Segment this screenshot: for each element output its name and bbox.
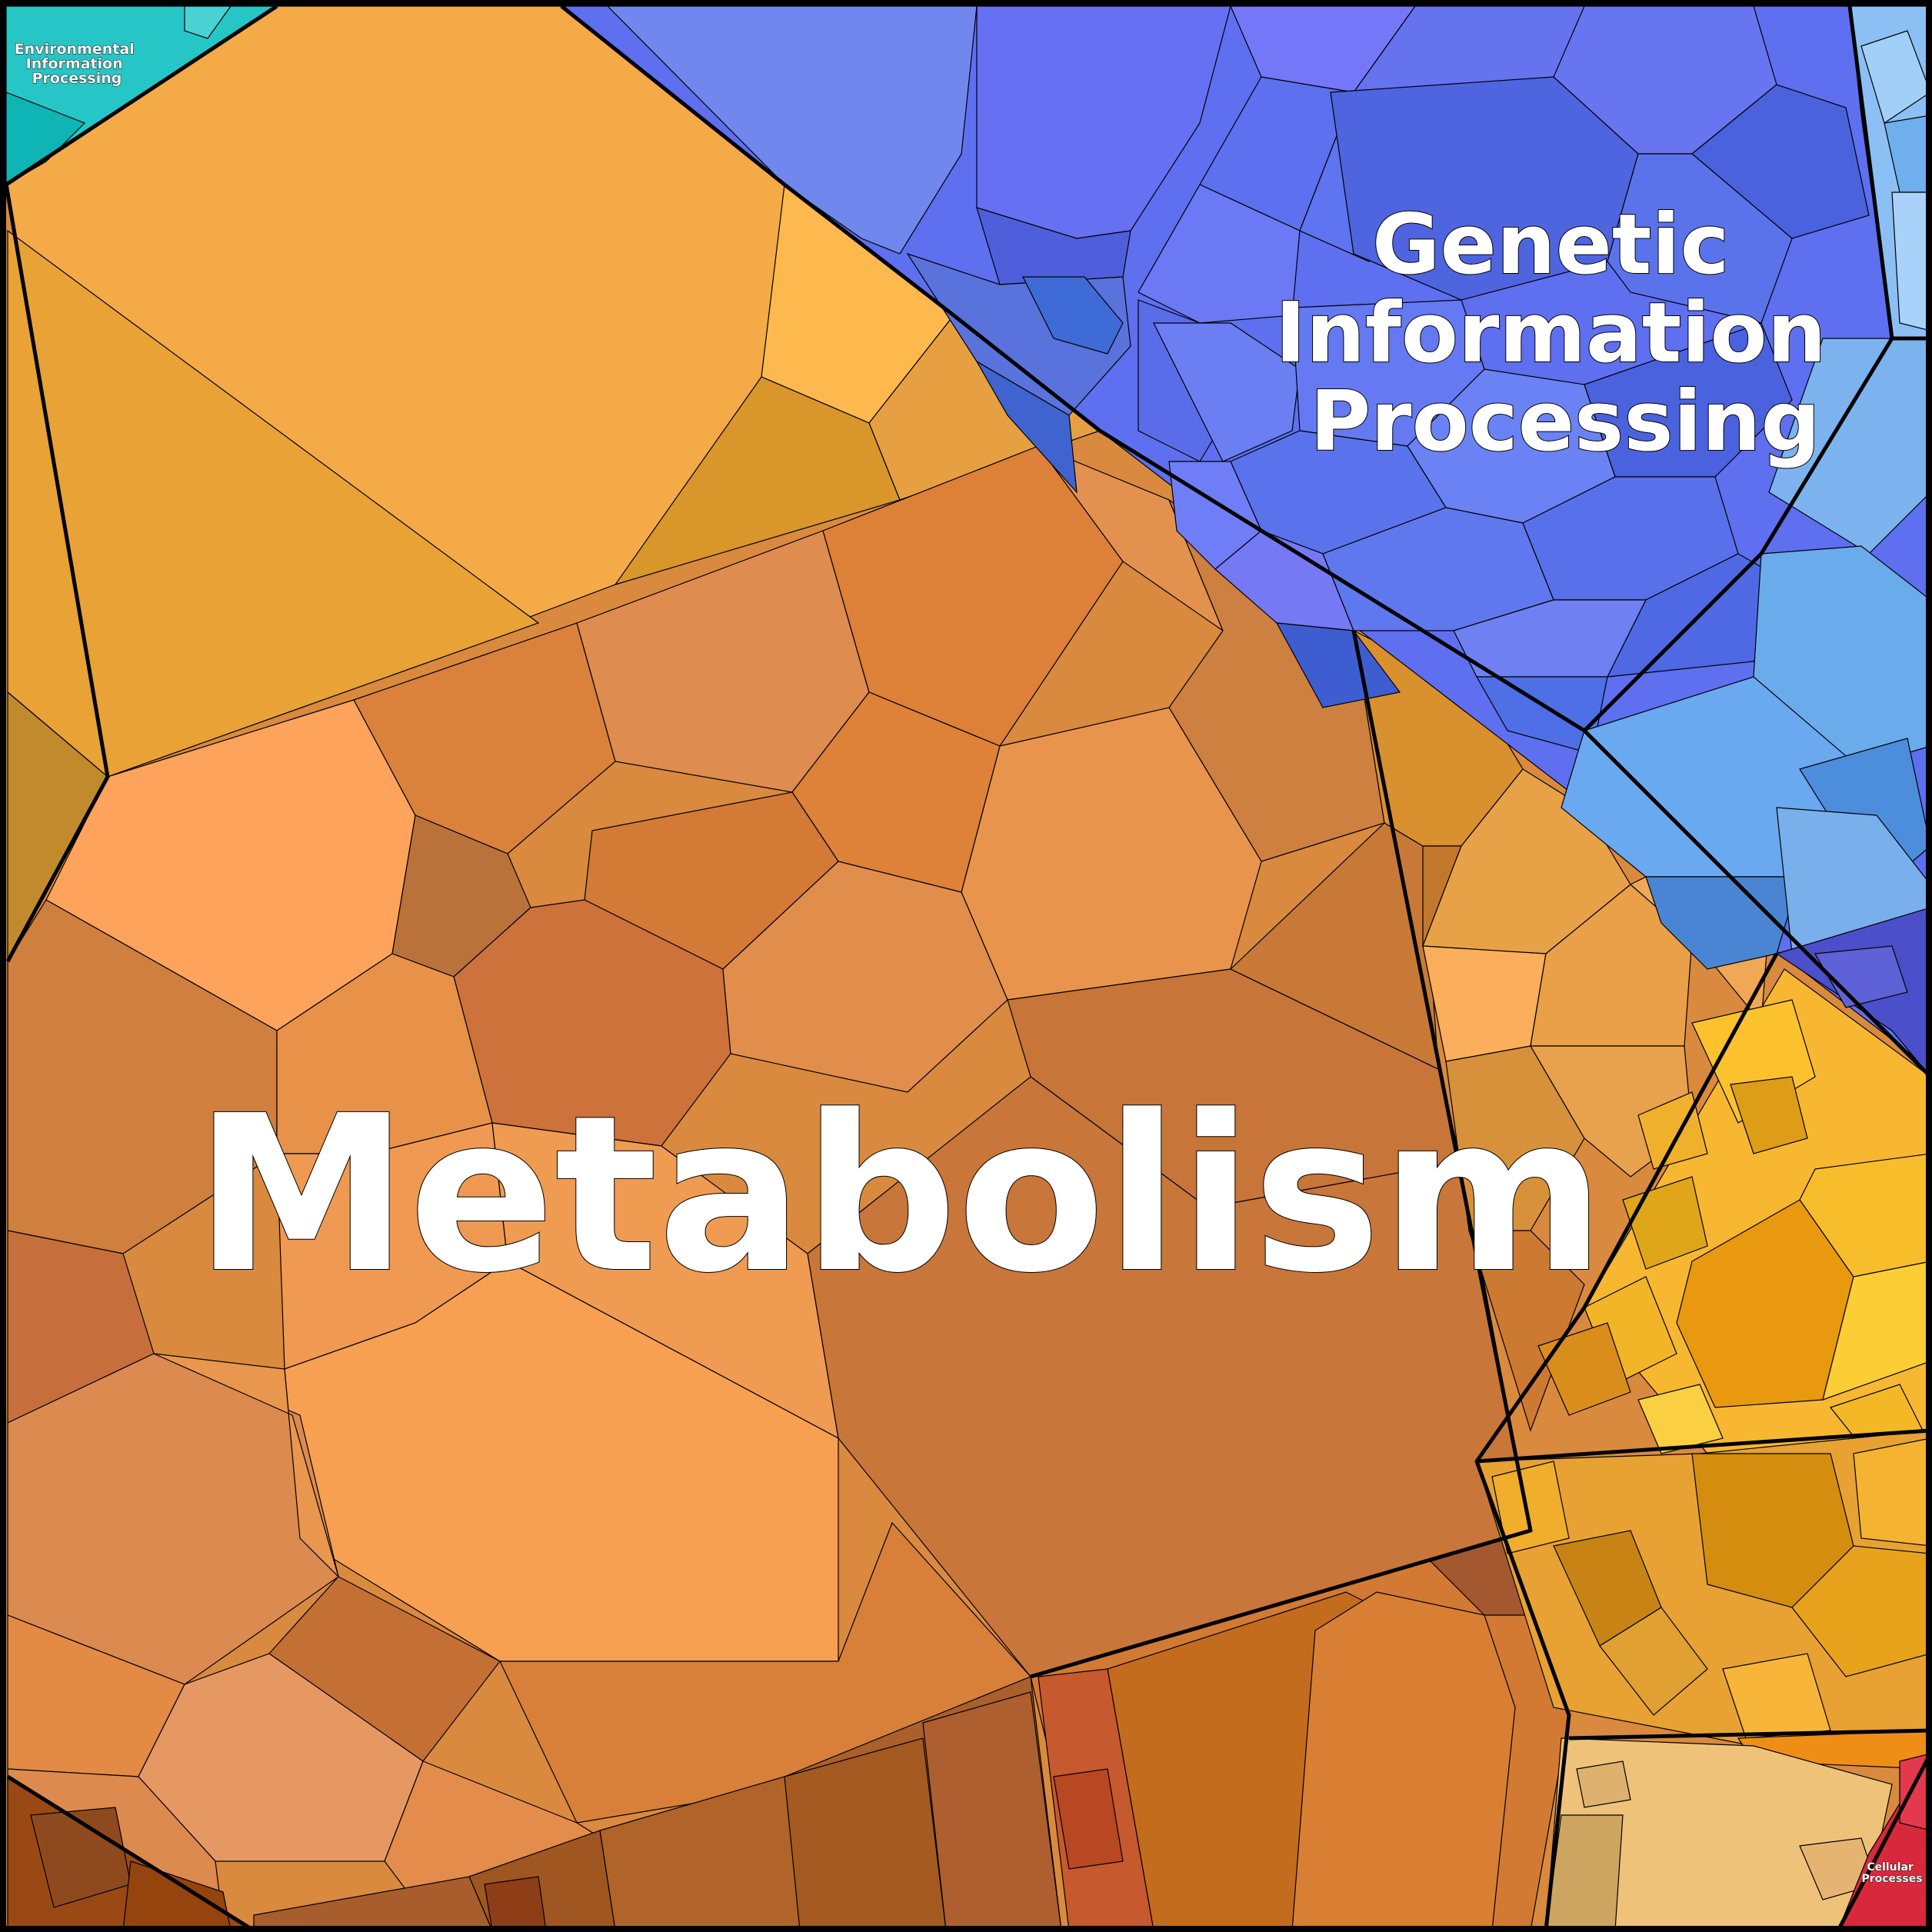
metabolism-cell (1291, 1591, 1516, 1931)
metabolism-cell (1530, 884, 1693, 1047)
metabolism-label: Metabolism (195, 1070, 1606, 1321)
environmental-label-line1: Environmental (15, 41, 135, 58)
environmental-label-line2: Information (26, 55, 123, 72)
cellular-label-line2: Processes (1861, 1873, 1922, 1885)
cellular-label-line1: Cellular (1867, 1861, 1914, 1874)
yellow-region-cell (1599, 1607, 1708, 1716)
genetic-cell (1022, 276, 1124, 355)
genetic-label-line2: Information (1275, 285, 1827, 381)
yellow-region-cell (1799, 1153, 1931, 1277)
genetic-lightblue-cell (1814, 945, 1908, 1008)
environmental-label-line3: Processing (32, 70, 122, 87)
yellow-region-cell (1722, 1653, 1831, 1739)
metabolism-cell (284, 1261, 839, 1662)
genetic-cell (1584, 322, 1793, 478)
genetic-cell (1153, 322, 1301, 462)
metabolism-cell (153, 1353, 340, 1579)
genetic-cell (1275, 622, 1401, 708)
yellow-region-cell (1730, 1076, 1808, 1154)
environmental-label: Environmental Information Processing (15, 41, 140, 87)
genetic-cell (976, 207, 1131, 285)
genetic-label-line1: Genetic (1372, 197, 1730, 293)
tan-region-cell (1576, 1760, 1631, 1808)
genetic-label-line3: Processing (1310, 374, 1820, 470)
metabolism-cell (1468, 1230, 1585, 1432)
metabolism-cell (822, 445, 1124, 747)
metabolism-cell (1053, 1768, 1124, 1870)
genetic-cell (975, 360, 1078, 494)
genetic-lightblue-cell (1645, 876, 1800, 970)
yellow-region-cell (1637, 1384, 1724, 1454)
metabolism-subregion-yellow (1476, 968, 1931, 1931)
yellow-region-cell (1853, 1437, 1931, 1547)
genetic-label: Genetic Information Processing (1275, 197, 1855, 470)
metabolism-cell (484, 1876, 547, 1931)
genetic-region (560, 5, 1931, 1078)
metabolism-cell (353, 622, 616, 854)
cellular-label: Cellular Processes (1861, 1861, 1922, 1885)
genetic-cell (1138, 184, 1301, 324)
yellow-region-cell (1537, 1322, 1631, 1416)
